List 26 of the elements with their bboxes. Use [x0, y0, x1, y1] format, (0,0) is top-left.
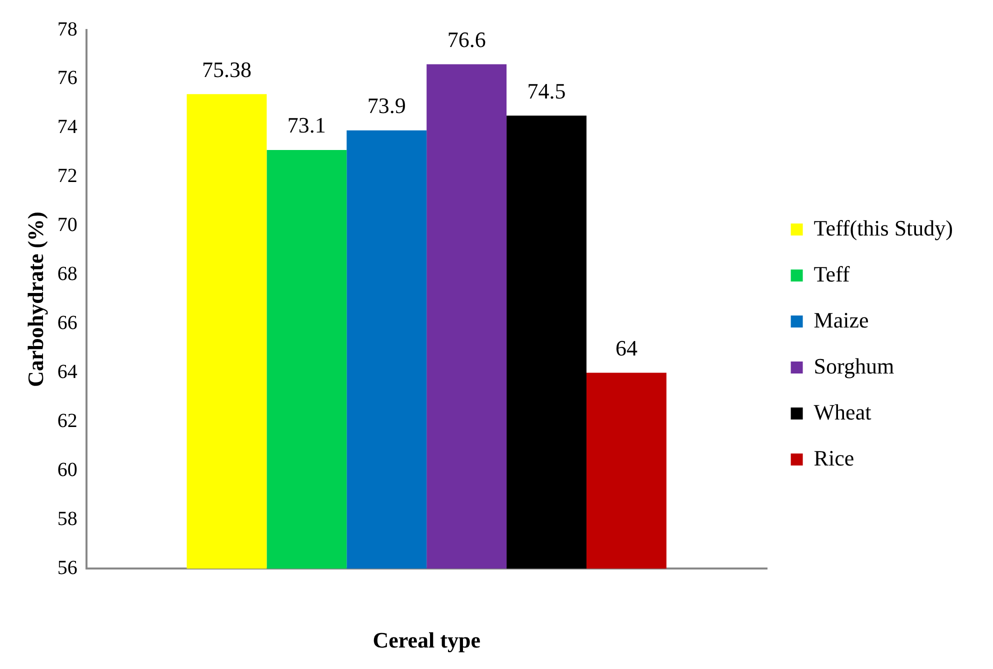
data-label: 75.38: [202, 56, 252, 82]
y-axis-title: Carbohydrate (%): [22, 212, 48, 387]
legend-label: Rice: [814, 445, 854, 470]
y-tick-label: 76: [57, 67, 78, 90]
y-tick-label: 64: [57, 360, 78, 383]
y-tick-label: 78: [57, 18, 78, 40]
y-tick-label: 68: [57, 263, 78, 286]
y-tick-label: 74: [57, 116, 78, 138]
legend-label: Maize: [814, 307, 869, 332]
y-tick-label: 66: [57, 312, 78, 334]
data-label: 74.5: [527, 78, 566, 104]
legend-label: Wheat: [814, 399, 872, 424]
legend-label: Sorghum: [814, 353, 894, 378]
legend-label: Teff: [814, 261, 850, 286]
y-tick-label: 70: [57, 214, 78, 236]
legend-label: Teff(this Study): [814, 215, 954, 240]
data-label: 73.9: [367, 93, 406, 118]
data-label: 73.1: [287, 112, 326, 138]
y-tick-label: 60: [57, 458, 78, 481]
x-axis-title: Cereal type: [372, 627, 481, 652]
y-tick-label: 56: [57, 556, 78, 579]
y-tick-label: 72: [57, 165, 78, 188]
y-tick-label: 62: [57, 410, 78, 432]
data-label: 64: [615, 336, 638, 361]
y-tick-label: 58: [57, 508, 78, 530]
data-label: 76.6: [447, 27, 486, 52]
